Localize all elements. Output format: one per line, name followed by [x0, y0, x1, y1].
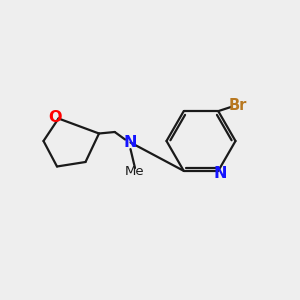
- Text: N: N: [214, 166, 227, 181]
- Text: Br: Br: [229, 98, 247, 112]
- Text: Me: Me: [125, 165, 145, 178]
- Text: N: N: [124, 135, 137, 150]
- Text: O: O: [48, 110, 62, 124]
